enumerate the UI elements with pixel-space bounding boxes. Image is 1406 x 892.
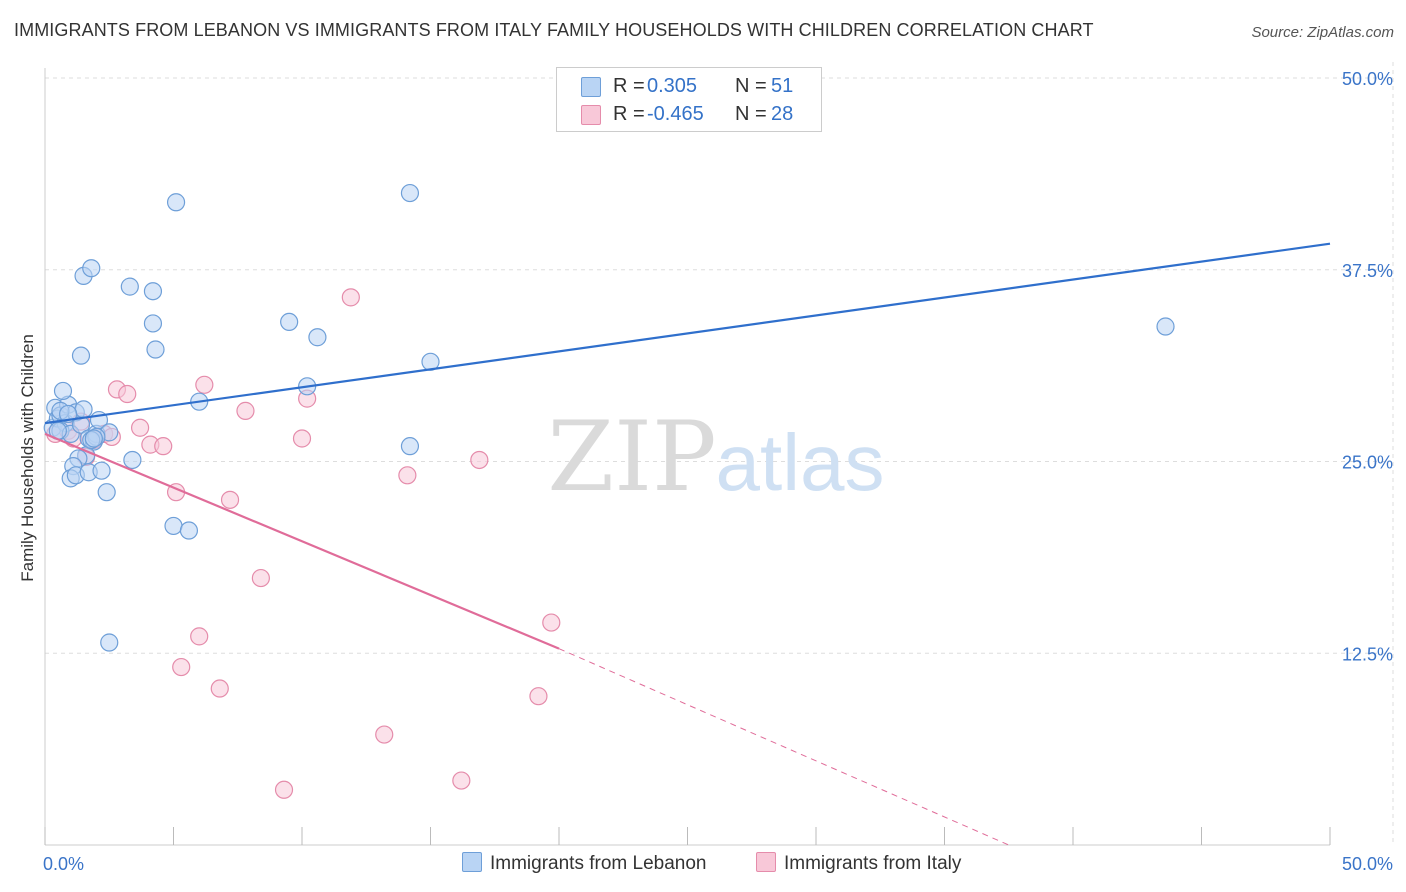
lebanon-point: [143, 282, 163, 301]
watermark: ZIP atlas: [547, 401, 884, 513]
italy-point: [452, 771, 471, 790]
lebanon-trend-line: [44, 242, 1331, 425]
italy-series: [46, 288, 561, 799]
italy-point: [130, 418, 150, 437]
lebanon-n-label: N =: [735, 75, 767, 97]
italy-point: [470, 450, 489, 470]
italy-trend-line: [44, 432, 560, 650]
italy-point: [542, 613, 561, 632]
lebanon-r-label: R =: [613, 75, 645, 97]
italy-n-value: 28: [771, 103, 794, 125]
source-label: Source: ZipAtlas.com: [1251, 24, 1394, 41]
italy-point: [375, 725, 394, 744]
lebanon-point: [84, 429, 103, 448]
lebanon-point: [400, 183, 420, 203]
chart-title: IMMIGRANTS FROM LEBANON VS IMMIGRANTS FR…: [14, 20, 1094, 40]
italy-r-label: R =: [613, 103, 645, 125]
lebanon-point: [400, 437, 420, 456]
italy-point: [190, 627, 209, 646]
lebanon-point: [164, 516, 183, 536]
y-tick-label: 12.5%: [1342, 644, 1393, 664]
y-tick-label: 37.5%: [1342, 261, 1393, 281]
lebanon-point: [1156, 317, 1175, 336]
lebanon-point: [123, 450, 142, 470]
lebanon-point: [100, 633, 119, 652]
italy-point: [210, 679, 229, 698]
lebanon-point: [143, 314, 163, 333]
lebanon-point: [82, 259, 101, 278]
lebanon-point: [71, 346, 91, 365]
correlation-legend: R = 0.305 N = 51 R = -0.465 N = 28: [556, 67, 822, 132]
lebanon-point: [97, 483, 116, 502]
y-tick-label: 25.0%: [1342, 453, 1393, 473]
bottom-legend-italy: Immigrants from Italy: [756, 852, 961, 875]
watermark-atlas: atlas: [716, 418, 885, 507]
x-tick-label: 50.0%: [1342, 854, 1393, 874]
italy-point: [118, 384, 137, 404]
bottom-italy-label: Immigrants from Italy: [784, 853, 962, 874]
lebanon-point: [53, 381, 73, 401]
bottom-lebanon-swatch: [462, 852, 482, 872]
lebanon-point: [92, 461, 111, 480]
lebanon-point: [166, 193, 186, 212]
bottom-legend-lebanon: Immigrants from Lebanon: [462, 852, 707, 875]
italy-point: [529, 687, 548, 706]
italy-point: [172, 657, 191, 677]
trend-lines: [44, 242, 1331, 846]
lebanon-r-value: 0.305: [647, 75, 698, 97]
italy-point: [195, 375, 214, 394]
italy-point: [251, 568, 270, 588]
lebanon-point: [308, 328, 327, 347]
grid-lines: [45, 62, 1394, 845]
lebanon-point: [120, 277, 139, 296]
italy-n-label: N =: [735, 103, 767, 125]
italy-point: [220, 490, 240, 509]
x-tick-label: 0.0%: [43, 854, 84, 874]
italy-point: [292, 429, 312, 448]
watermark-zip: ZIP: [547, 401, 716, 513]
lebanon-point: [74, 400, 93, 419]
bottom-lebanon-label: Immigrants from Lebanon: [490, 853, 707, 874]
tick-labels: 12.5% 25.0% 37.5% 50.0% 0.0% 50.0% Family Hous…: [18, 69, 1393, 874]
italy-swatch: [581, 105, 601, 125]
y-axis-label: Family Households with Children: [18, 334, 37, 582]
lebanon-point: [179, 521, 199, 540]
italy-point: [274, 780, 294, 799]
lebanon-point: [146, 340, 165, 359]
lebanon-n-value: 51: [771, 75, 794, 97]
italy-point: [236, 401, 255, 420]
lebanon-swatch: [581, 77, 601, 97]
lebanon-point: [280, 312, 299, 332]
italy-point: [154, 437, 173, 456]
italy-point: [341, 288, 360, 307]
bottom-italy-swatch: [756, 852, 776, 872]
y-tick-label: 50.0%: [1342, 69, 1393, 89]
italy-trend-extension: [558, 648, 1009, 846]
italy-point: [398, 466, 417, 485]
axes: [44, 68, 1331, 846]
lebanon-point: [59, 404, 78, 424]
italy-r-value: -0.465: [647, 103, 704, 125]
